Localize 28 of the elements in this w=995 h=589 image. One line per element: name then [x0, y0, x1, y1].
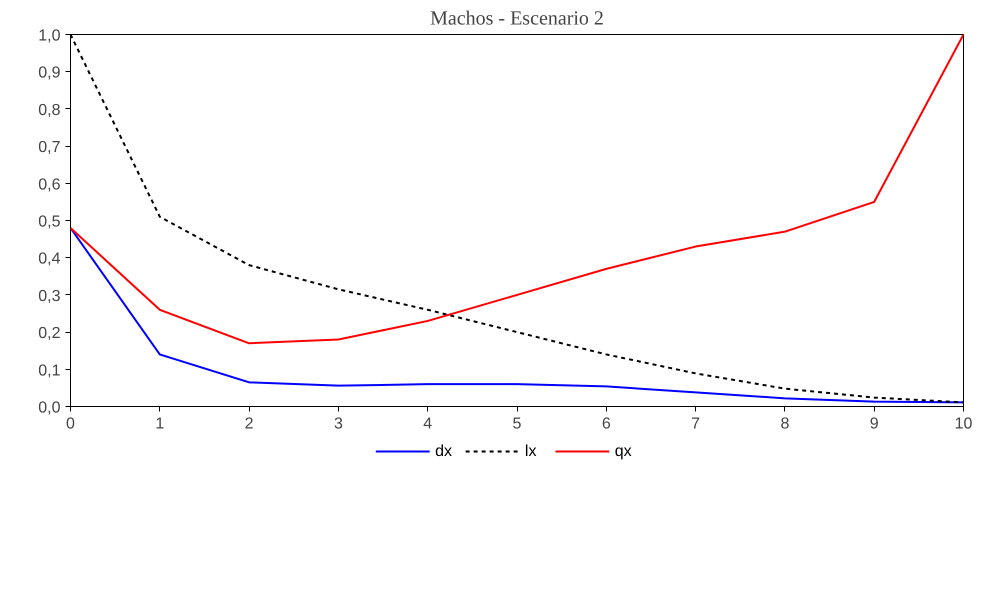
- x-tick-label: 8: [780, 416, 790, 432]
- x-tick-label: 2: [244, 416, 254, 432]
- x-tick-label: 1: [155, 416, 164, 432]
- x-tick-label: 7: [691, 416, 700, 432]
- y-tick-label: 1,0: [38, 28, 61, 44]
- y-tick-label: 0,8: [38, 102, 61, 119]
- y-tick-label: 0,5: [38, 214, 61, 230]
- y-tick-label: 0,3: [38, 288, 61, 305]
- x-tick-label: 5: [512, 416, 522, 432]
- x-tick-label: 4: [423, 416, 432, 432]
- legend-label: lx: [524, 443, 536, 460]
- x-tick-label: 10: [954, 416, 972, 432]
- y-tick-label: 0,7: [38, 139, 61, 156]
- x-tick-label: 9: [870, 416, 879, 432]
- x-tick-label: 6: [602, 416, 611, 432]
- line-series: [70, 34, 964, 344]
- legend-label: qx: [614, 443, 632, 460]
- y-tick-label: 0,1: [38, 362, 61, 380]
- line-series: [70, 226, 964, 404]
- x-tick-label: 0: [66, 416, 76, 432]
- y-tick-label: 0,9: [38, 64, 61, 82]
- y-tick-label: 0,2: [38, 325, 61, 342]
- x-tick-label: 3: [334, 416, 343, 432]
- y-tick-label: 0,0: [38, 400, 61, 416]
- chart-title: Machos - Escenario 2: [430, 8, 604, 30]
- y-tick-label: 0,6: [38, 176, 61, 194]
- legend-label: dx: [435, 443, 452, 460]
- y-tick-label: 0,4: [38, 250, 61, 268]
